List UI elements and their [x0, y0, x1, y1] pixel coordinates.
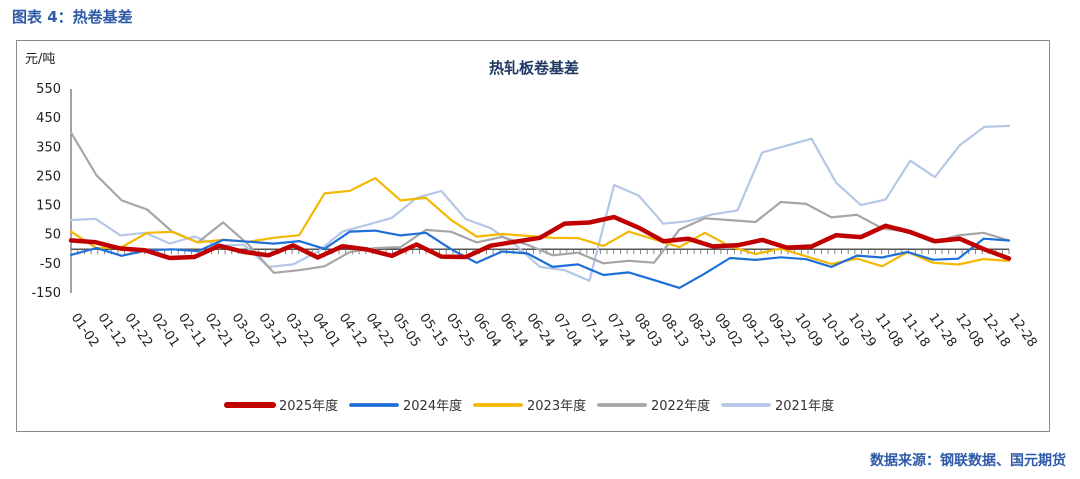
- x-tick-label: 09-12: [738, 311, 772, 351]
- legend-label: 2023年度: [527, 398, 586, 414]
- y-tick-label: -50: [40, 257, 61, 272]
- x-tick-label: 05-15: [416, 311, 450, 351]
- x-tick-label: 03-12: [255, 311, 289, 351]
- x-tick-label: 02-11: [175, 311, 209, 351]
- legend-label: 2024年度: [403, 398, 462, 414]
- x-tick-label: 01-12: [95, 311, 129, 351]
- series-line-2021年度: [69, 124, 1011, 282]
- x-tick-label: 11-28: [925, 311, 959, 351]
- x-tick-label: 10-09: [791, 311, 825, 351]
- legend-label: 2025年度: [279, 398, 338, 414]
- x-tick-label: 04-01: [309, 311, 343, 351]
- x-tick-label: 05-25: [443, 311, 477, 351]
- x-tick-label: 04-12: [336, 311, 370, 351]
- chart-title: 热轧板卷基差: [489, 59, 579, 77]
- y-tick-label: -150: [31, 286, 61, 301]
- x-tick-label: 12-18: [979, 311, 1013, 351]
- basis-line-chart: 热轧板卷基差元/吨-150-505015025035045055001-0201…: [25, 52, 1040, 414]
- chart-container: 热轧板卷基差 元/吨 -150 -50 50 150 250 350 450 550 01-02 01…: [16, 40, 1050, 432]
- y-tick-label: 350: [36, 140, 61, 155]
- x-tick-label: 02-21: [202, 311, 236, 351]
- x-tick-label: 08-23: [684, 311, 718, 351]
- x-tick-label: 09-22: [765, 311, 799, 351]
- series-line-2022年度: [69, 131, 1011, 274]
- x-tick-label: 06-24: [523, 311, 557, 351]
- x-tick-label: 12-08: [952, 311, 986, 351]
- series-line-2024年度: [69, 229, 1011, 289]
- x-tick-label: 02-01: [148, 311, 182, 351]
- x-tick-label: 07-24: [604, 311, 638, 351]
- x-tick-label: 05-05: [389, 311, 423, 351]
- y-tick-label: 550: [36, 82, 61, 97]
- series-line-2025年度: [68, 214, 1012, 261]
- x-tick-label: 01-02: [68, 311, 102, 351]
- y-tick-label: 50: [44, 228, 61, 243]
- legend-label: 2022年度: [651, 398, 710, 414]
- x-tick-label: 07-04: [550, 311, 584, 351]
- figure-caption: 图表 4：热卷基差: [12, 8, 133, 26]
- x-tick-label: 08-13: [657, 311, 691, 351]
- x-tick-label: 12-28: [1006, 311, 1040, 351]
- x-tick-label: 11-08: [872, 311, 906, 351]
- x-tick-label: 10-19: [818, 311, 852, 351]
- x-tick-label: 09-02: [711, 311, 745, 351]
- x-tick-label: 06-04: [470, 311, 504, 351]
- x-tick-label: 04-22: [363, 311, 397, 351]
- x-tick-label: 06-14: [497, 311, 531, 351]
- x-tick-label: 08-03: [631, 311, 665, 351]
- x-tick-label: 01-22: [121, 311, 155, 351]
- y-tick-label: 150: [36, 199, 61, 214]
- x-tick-label: 03-22: [282, 311, 316, 351]
- x-tick-label: 10-29: [845, 311, 879, 351]
- y-tick-label: 450: [36, 111, 61, 126]
- legend-label: 2021年度: [775, 398, 834, 414]
- y-axis-unit: 元/吨: [25, 52, 55, 67]
- x-tick-label: 07-14: [577, 311, 611, 351]
- data-source-note: 数据来源：钢联数据、国元期货: [870, 453, 1066, 469]
- x-tick-label: 11-18: [899, 311, 933, 351]
- y-tick-label: 250: [36, 169, 61, 184]
- x-tick-label: 03-02: [229, 311, 263, 351]
